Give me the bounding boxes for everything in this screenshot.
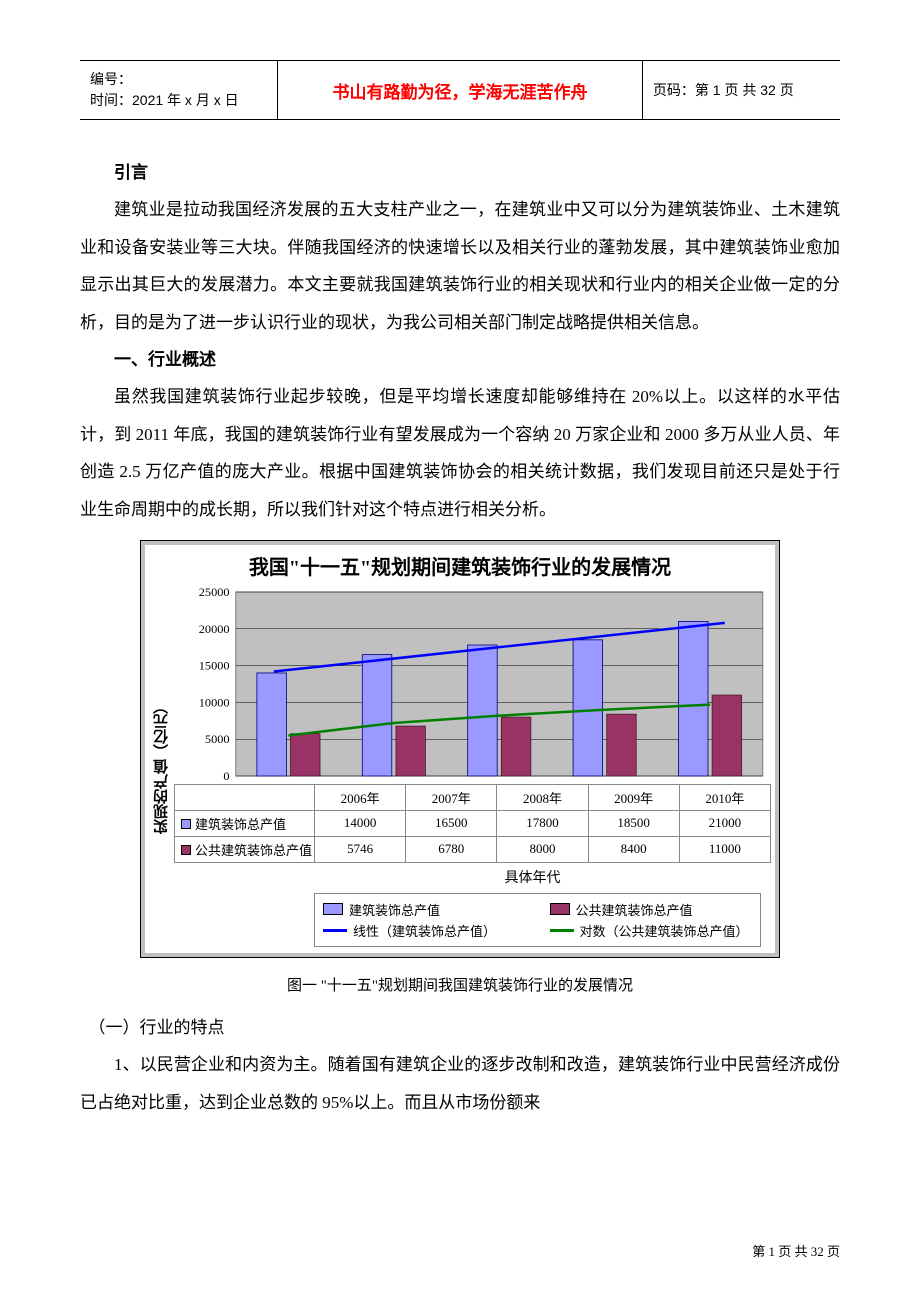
header-left-cell: 编号： 时间：2021 年 x 月 x 日 (80, 61, 278, 120)
subsection1-heading: （一）行业的特点 (89, 1009, 841, 1046)
chart-svg: 0 5000 10000 15000 20000 25000 (174, 584, 771, 784)
chart-xlabel: 具体年代 (294, 863, 771, 889)
legend-swatch-1 (550, 903, 570, 915)
chart-title: 我国"十一五"规划期间建筑装饰行业的发展情况 (149, 551, 771, 580)
svg-text:10000: 10000 (199, 695, 230, 709)
page-footer: 第 1 页 共 32 页 (752, 1241, 840, 1260)
section1-heading: 一、行业概述 (80, 341, 840, 378)
chart-legend: 建筑装饰总产值 公共建筑装饰总产值 线性（建筑装饰总产值） (314, 893, 761, 947)
doc-time: 时间：2021 年 x 月 x 日 (90, 90, 267, 111)
subsection1-paragraph: 1、以民营企业和内资为主。随着国有建筑企业的逐步改制和改造，建筑装饰行业中民营经… (80, 1046, 840, 1121)
legend-label-1: 公共建筑装饰总产值 (576, 900, 693, 919)
legend-label-2: 线性（建筑装饰总产值） (353, 921, 496, 940)
chart-ylabel: 实现的产值（亿元） (149, 584, 174, 949)
chart-inner: 我国"十一五"规划期间建筑装饰行业的发展情况 实现的产值（亿元） 0 5000 10… (145, 545, 775, 953)
header-mid-cell: 书山有路勤为径，学海无涯苦作舟 (278, 61, 643, 120)
legend-label-3: 对数（公共建筑装饰总产值） (580, 921, 749, 940)
chart-data-table: 2006年2007年2008年2009年2010年建筑装饰总产值14000165… (174, 784, 771, 863)
doc-id: 编号： (90, 69, 267, 90)
legend-item-2: 线性（建筑装饰总产值） (323, 921, 526, 940)
legend-label-0: 建筑装饰总产值 (349, 900, 440, 919)
chart-caption: 图一 "十一五"规划期间我国建筑装饰行业的发展情况 (80, 974, 840, 995)
legend-item-3: 对数（公共建筑装饰总产值） (550, 921, 753, 940)
page-indicator: 页码：第 1 页 共 32 页 (653, 82, 794, 98)
legend-item-1: 公共建筑装饰总产值 (550, 900, 753, 919)
page-header-table: 编号： 时间：2021 年 x 月 x 日 书山有路勤为径，学海无涯苦作舟 页码… (80, 60, 840, 120)
svg-text:5000: 5000 (205, 732, 230, 746)
legend-swatch-2 (323, 929, 347, 932)
svg-text:0: 0 (223, 769, 229, 783)
svg-text:25000: 25000 (199, 585, 230, 599)
intro-heading: 引言 (80, 154, 840, 191)
section1-paragraph: 虽然我国建筑装饰行业起步较晚，但是平均增长速度却能够维持在 20%以上。以这样的… (80, 378, 840, 528)
chart-container: 我国"十一五"规划期间建筑装饰行业的发展情况 实现的产值（亿元） 0 5000 10… (140, 540, 780, 958)
document-body-2: （一）行业的特点 1、以民营企业和内资为主。随着国有建筑企业的逐步改制和改造，建… (80, 1009, 840, 1121)
intro-paragraph: 建筑业是拉动我国经济发展的五大支柱产业之一，在建筑业中又可以分为建筑装饰业、土木… (80, 191, 840, 341)
chart-plot-wrap: 0 5000 10000 15000 20000 25000 2006年2007年2008… (174, 584, 771, 949)
legend-item-0: 建筑装饰总产值 (323, 900, 526, 919)
legend-swatch-0 (323, 903, 343, 915)
document-body: 引言 建筑业是拉动我国经济发展的五大支柱产业之一，在建筑业中又可以分为建筑装饰业… (80, 154, 840, 528)
svg-text:15000: 15000 (199, 659, 230, 673)
header-right-cell: 页码：第 1 页 共 32 页 (642, 61, 840, 120)
svg-text:20000: 20000 (199, 622, 230, 636)
header-motto: 书山有路勤为径，学海无涯苦作舟 (332, 83, 587, 102)
legend-swatch-3 (550, 929, 574, 932)
